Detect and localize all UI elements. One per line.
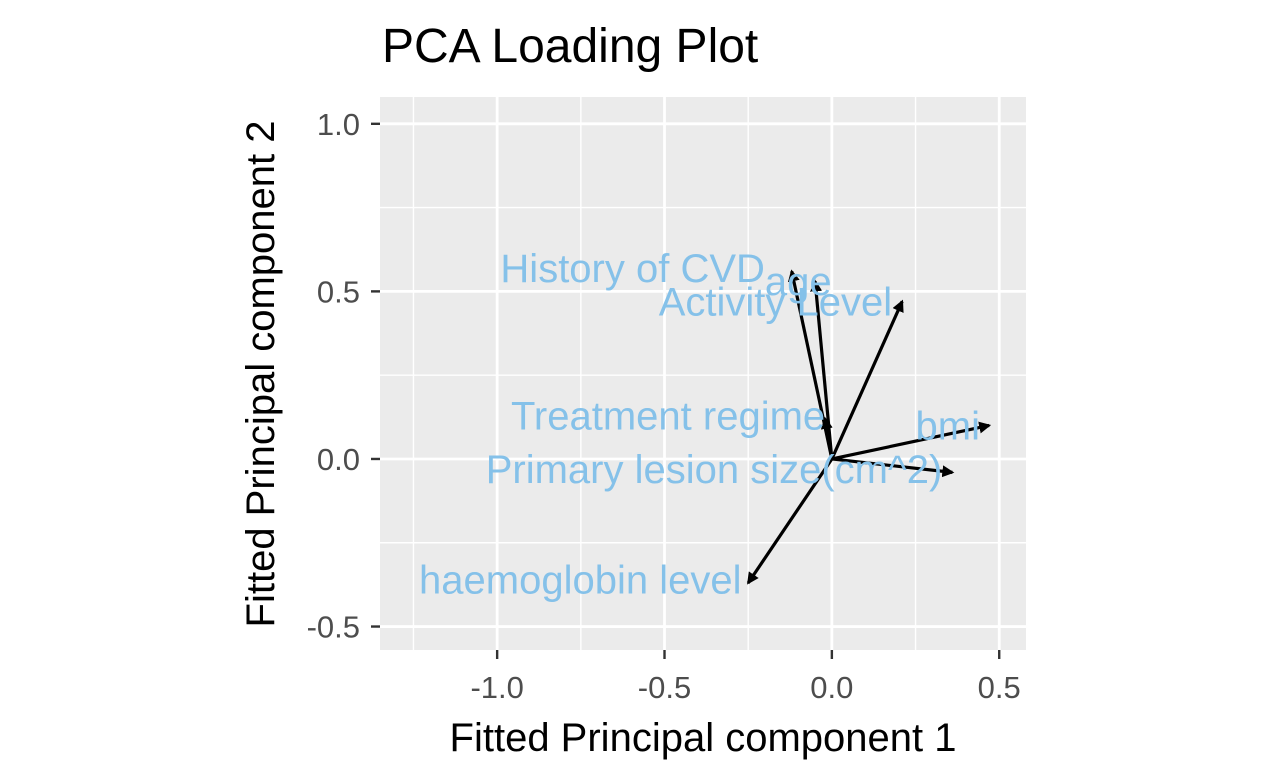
major-gridlines [380, 97, 1026, 650]
loading-label: History of CVD [500, 247, 765, 291]
loading-label: bmi [916, 404, 980, 448]
loading-arrow [820, 416, 834, 460]
x-axis-title: Fitted Principal component 1 [450, 716, 957, 760]
x-tick-label: -1.0 [470, 670, 523, 705]
minor-gridlines [380, 97, 1026, 650]
loading-arrow [831, 421, 992, 461]
x-tick-label: 0.5 [978, 670, 1021, 705]
plot-panel [380, 97, 1026, 650]
y-tick-label: 0.5 [317, 274, 360, 309]
loading-label: haemoglobin level [419, 559, 741, 603]
x-axis: -1.0 -0.5 0.0 0.5 [470, 650, 1021, 705]
y-axis-title: Fitted Principal component 2 [239, 121, 283, 628]
loading-arrow [746, 458, 834, 585]
loading-arrows [746, 269, 992, 585]
loading-label: age [765, 260, 832, 304]
x-tick-label: 0.0 [810, 670, 853, 705]
chart-title: PCA Loading Plot [382, 20, 758, 73]
loading-label: Treatment regime [511, 394, 825, 438]
loading-label: Primary lesion size(cm^2) [486, 448, 943, 492]
x-tick-label: -0.5 [638, 670, 691, 705]
loading-arrow [830, 299, 904, 460]
loading-arrow [831, 457, 955, 478]
y-tick-label: 1.0 [317, 107, 360, 142]
y-tick-label: 0.0 [317, 442, 360, 477]
y-tick-label: -0.5 [307, 610, 360, 645]
y-axis: -0.5 0.0 0.5 1.0 [307, 107, 380, 645]
loading-label: Activity Level [659, 280, 892, 324]
